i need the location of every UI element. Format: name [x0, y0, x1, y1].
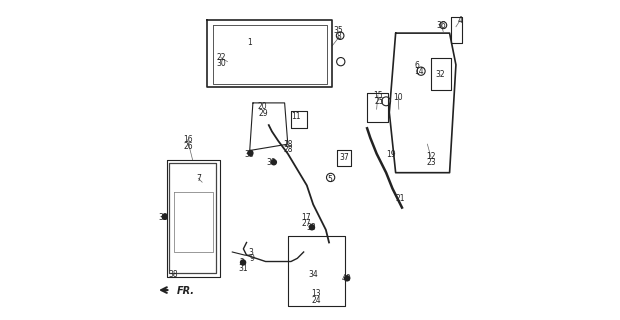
Text: 39: 39 [266, 158, 276, 167]
Text: 31: 31 [238, 264, 248, 273]
Circle shape [309, 225, 314, 230]
Text: 13: 13 [311, 289, 321, 298]
Text: 11: 11 [291, 112, 301, 121]
Text: 10: 10 [393, 93, 403, 102]
Text: 8: 8 [337, 32, 342, 41]
Text: 14: 14 [414, 67, 424, 76]
Text: 38: 38 [169, 270, 178, 279]
Text: 28: 28 [283, 145, 293, 154]
Text: 34: 34 [308, 270, 317, 279]
Text: 26: 26 [184, 142, 193, 151]
Text: 40: 40 [342, 274, 352, 283]
Circle shape [345, 276, 350, 281]
Text: 33: 33 [159, 213, 169, 222]
Text: 27: 27 [302, 219, 311, 228]
Text: 6: 6 [415, 61, 420, 70]
Text: 30: 30 [216, 60, 226, 68]
Text: 33: 33 [244, 150, 254, 159]
Text: 25: 25 [374, 98, 384, 107]
Circle shape [272, 160, 277, 165]
Text: 7: 7 [196, 174, 201, 183]
Circle shape [248, 150, 253, 156]
Text: 4: 4 [458, 16, 463, 25]
Text: 16: 16 [183, 135, 192, 144]
Text: 9: 9 [249, 254, 254, 263]
Circle shape [162, 214, 167, 219]
Text: 12: 12 [426, 152, 436, 161]
Text: 35: 35 [334, 26, 343, 35]
Text: 19: 19 [386, 150, 396, 159]
Text: 5: 5 [327, 175, 332, 184]
Text: 22: 22 [216, 53, 226, 62]
Text: 17: 17 [302, 213, 311, 222]
Text: 24: 24 [311, 296, 321, 305]
Text: 36: 36 [436, 21, 446, 30]
Text: 18: 18 [283, 140, 293, 149]
Text: 23: 23 [426, 158, 436, 167]
Text: 15: 15 [373, 91, 383, 100]
Text: 29: 29 [259, 108, 268, 117]
Text: 1: 1 [247, 38, 252, 47]
Circle shape [241, 260, 246, 265]
Text: 21: 21 [396, 194, 405, 203]
Text: 2: 2 [240, 258, 244, 267]
Text: 37: 37 [339, 153, 349, 162]
Text: 3: 3 [248, 248, 253, 257]
Text: FR.: FR. [177, 286, 195, 296]
Text: 32: 32 [435, 70, 445, 79]
Text: 20: 20 [257, 102, 267, 111]
Text: 33: 33 [306, 223, 316, 232]
